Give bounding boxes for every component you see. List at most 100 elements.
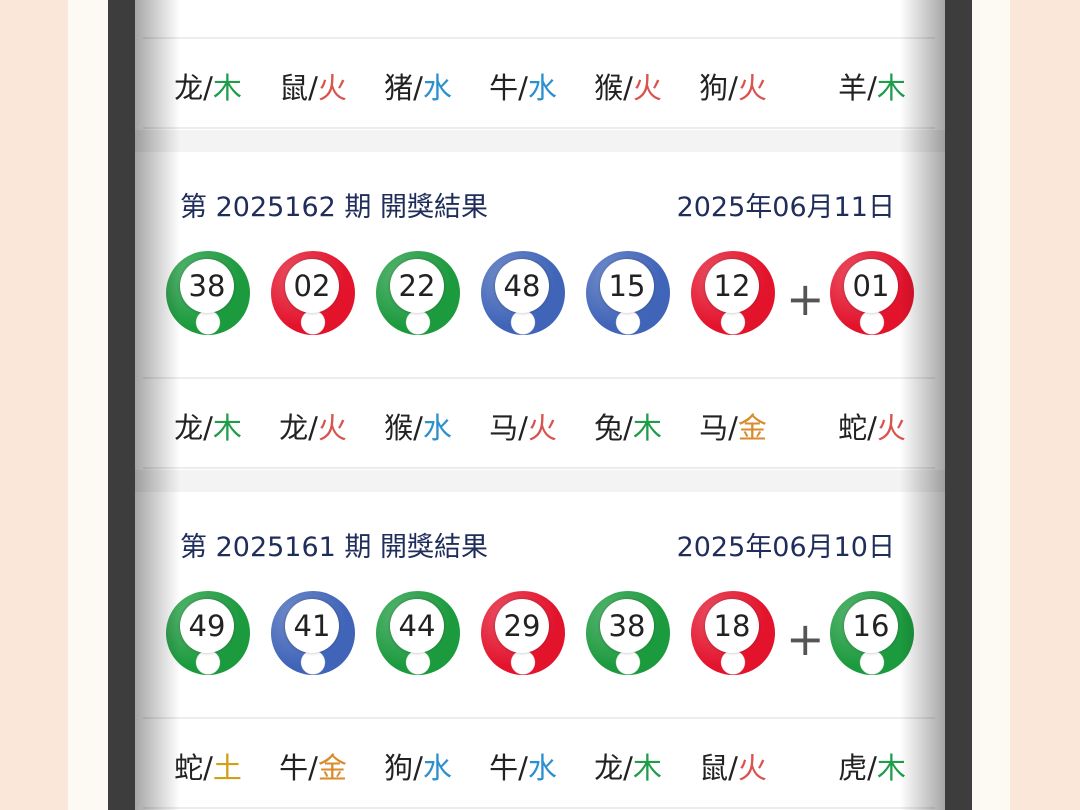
element-label: 火 — [737, 751, 767, 785]
draw-period-title: 第 2025161 期 開獎結果 — [180, 532, 488, 563]
ball-number: 41 — [285, 599, 339, 653]
element-label: 水 — [422, 411, 452, 445]
zodiac-element-item: 牛/水 — [473, 68, 573, 108]
divider — [143, 377, 935, 379]
element-label: 木 — [632, 751, 662, 785]
ball-number: 15 — [600, 259, 654, 313]
number-ball: 15 — [586, 251, 670, 335]
zodiac-element-item: 牛/水 — [473, 748, 573, 788]
element-label: 土 — [212, 751, 242, 785]
element-label: 水 — [422, 71, 452, 105]
zodiac-element-item: 龙/木 — [158, 408, 258, 448]
number-ball: 41 — [271, 591, 355, 675]
draw-date: 2025年06月10日 — [676, 532, 895, 563]
number-ball: 02 — [271, 251, 355, 335]
ball-number: 38 — [180, 259, 234, 313]
element-label: 火 — [876, 411, 906, 445]
plus-sign: + — [786, 272, 825, 326]
ball-number: 18 — [705, 599, 759, 653]
zodiac-label: 猴 — [384, 411, 414, 445]
ball-number: 22 — [390, 259, 444, 313]
section-gap — [135, 130, 945, 152]
zodiac-label: 狗 — [699, 71, 729, 105]
zodiac-element-item: 蛇/土 — [158, 748, 258, 788]
phone-bezel-left — [108, 0, 135, 810]
zodiac-element-item: 马/金 — [683, 408, 783, 448]
ball-number: 16 — [844, 599, 898, 653]
background-strip-right — [972, 0, 1010, 810]
element-label: 木 — [212, 71, 242, 105]
zodiac-element-item: 龙/木 — [578, 748, 678, 788]
element-label: 火 — [317, 411, 347, 445]
zodiac-label: 蛇 — [174, 751, 204, 785]
element-label: 金 — [317, 751, 347, 785]
zodiac-label: 狗 — [384, 751, 414, 785]
zodiac-label: 蛇 — [838, 411, 868, 445]
zodiac-label: 虎 — [838, 751, 868, 785]
ball-number: 48 — [495, 259, 549, 313]
number-ball: 44 — [376, 591, 460, 675]
divider — [143, 717, 935, 719]
zodiac-label: 龙 — [594, 751, 624, 785]
zodiac-element-item: 狗/火 — [683, 68, 783, 108]
element-label: 水 — [422, 751, 452, 785]
zodiac-element-item: 兔/木 — [578, 408, 678, 448]
section-gap — [135, 470, 945, 492]
separator: / — [308, 411, 318, 445]
number-ball: 49 — [166, 591, 250, 675]
ball-number: 44 — [390, 599, 444, 653]
number-ball: 12 — [691, 251, 775, 335]
separator: / — [623, 751, 633, 785]
zodiac-element-item: 马/火 — [473, 408, 573, 448]
zodiac-label: 鼠 — [699, 751, 729, 785]
zodiac-element-item: 羊/木 — [822, 68, 922, 108]
plus-sign: + — [786, 612, 825, 666]
separator: / — [518, 751, 528, 785]
separator: / — [203, 411, 213, 445]
draw-period-title: 第 2025162 期 開獎結果 — [180, 192, 488, 223]
divider — [143, 127, 935, 129]
element-label: 水 — [527, 71, 557, 105]
special-number-ball: 16 — [830, 591, 914, 675]
separator: / — [623, 411, 633, 445]
zodiac-element-item: 鼠/火 — [263, 68, 363, 108]
separator: / — [413, 411, 423, 445]
element-label: 木 — [212, 411, 242, 445]
number-ball: 38 — [586, 591, 670, 675]
zodiac-label: 牛 — [489, 71, 519, 105]
background-strip-left — [68, 0, 108, 810]
element-label: 木 — [632, 411, 662, 445]
number-ball: 22 — [376, 251, 460, 335]
zodiac-element-item: 猪/水 — [368, 68, 468, 108]
separator: / — [203, 751, 213, 785]
phone-bezel-right — [945, 0, 972, 810]
special-number-ball: 01 — [830, 251, 914, 335]
separator: / — [728, 411, 738, 445]
number-ball: 38 — [166, 251, 250, 335]
zodiac-label: 猪 — [384, 71, 414, 105]
separator: / — [308, 751, 318, 785]
separator: / — [518, 71, 528, 105]
separator: / — [413, 71, 423, 105]
separator: / — [308, 71, 318, 105]
element-label: 木 — [876, 71, 906, 105]
divider — [143, 37, 935, 39]
draw-date: 2025年06月11日 — [676, 192, 895, 223]
number-ball: 29 — [481, 591, 565, 675]
ball-number: 38 — [600, 599, 654, 653]
element-label: 火 — [527, 411, 557, 445]
zodiac-label: 牛 — [489, 751, 519, 785]
ball-number: 12 — [705, 259, 759, 313]
separator: / — [623, 71, 633, 105]
element-label: 火 — [632, 71, 662, 105]
zodiac-label: 猴 — [594, 71, 624, 105]
separator: / — [867, 411, 877, 445]
zodiac-label: 鼠 — [279, 71, 309, 105]
zodiac-element-item: 猴/火 — [578, 68, 678, 108]
separator: / — [413, 751, 423, 785]
zodiac-element-item: 鼠/火 — [683, 748, 783, 788]
separator: / — [728, 751, 738, 785]
zodiac-element-item: 虎/木 — [822, 748, 922, 788]
zodiac-element-item: 猴/水 — [368, 408, 468, 448]
zodiac-label: 羊 — [838, 71, 868, 105]
